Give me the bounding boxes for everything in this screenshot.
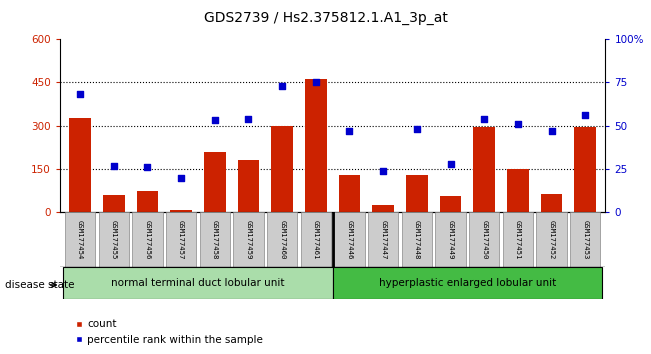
Bar xyxy=(166,212,197,267)
Text: GSM177453: GSM177453 xyxy=(582,220,589,259)
Bar xyxy=(574,127,596,212)
Bar xyxy=(63,267,333,299)
Bar xyxy=(335,212,365,267)
Bar xyxy=(132,212,163,267)
Text: GSM177451: GSM177451 xyxy=(515,220,521,259)
Text: GSM177459: GSM177459 xyxy=(245,220,251,259)
Bar xyxy=(98,212,129,267)
Bar xyxy=(233,212,264,267)
Bar xyxy=(301,212,331,267)
Text: hyperplastic enlarged lobular unit: hyperplastic enlarged lobular unit xyxy=(379,278,556,288)
Bar xyxy=(65,212,95,267)
Bar xyxy=(406,175,428,212)
Text: disease state: disease state xyxy=(5,280,75,290)
Text: normal terminal duct lobular unit: normal terminal duct lobular unit xyxy=(111,278,284,288)
Point xyxy=(411,126,422,132)
Point xyxy=(445,161,456,167)
Text: GSM177457: GSM177457 xyxy=(178,220,184,259)
Bar xyxy=(507,169,529,212)
Point xyxy=(344,128,355,134)
Point xyxy=(243,116,254,121)
Bar xyxy=(536,212,567,267)
Point xyxy=(479,116,490,121)
Bar xyxy=(238,160,259,212)
Text: GSM177455: GSM177455 xyxy=(111,220,117,259)
Text: GSM177460: GSM177460 xyxy=(279,220,285,259)
Bar xyxy=(436,212,465,267)
Point xyxy=(580,113,590,118)
Bar xyxy=(473,127,495,212)
Text: GSM177446: GSM177446 xyxy=(346,220,352,259)
Bar xyxy=(103,195,125,212)
Bar xyxy=(339,175,361,212)
Point xyxy=(176,175,186,181)
Bar xyxy=(333,267,602,299)
Bar xyxy=(402,212,432,267)
Bar xyxy=(204,152,226,212)
Bar xyxy=(305,79,327,212)
Point xyxy=(109,163,119,169)
Point xyxy=(378,168,389,173)
Bar xyxy=(439,196,462,212)
Bar xyxy=(540,194,562,212)
Point xyxy=(277,83,287,88)
Text: GSM177461: GSM177461 xyxy=(313,220,319,259)
Text: GSM177447: GSM177447 xyxy=(380,220,386,259)
Legend: count, percentile rank within the sample: count, percentile rank within the sample xyxy=(70,315,267,349)
Bar xyxy=(137,191,158,212)
Bar xyxy=(267,212,298,267)
Text: GSM177452: GSM177452 xyxy=(549,220,555,259)
Bar xyxy=(200,212,230,267)
Text: GSM177448: GSM177448 xyxy=(414,220,420,259)
Bar xyxy=(372,205,394,212)
Text: GSM177449: GSM177449 xyxy=(447,220,454,259)
Text: GSM177454: GSM177454 xyxy=(77,220,83,259)
Bar xyxy=(170,210,192,212)
Text: GDS2739 / Hs2.375812.1.A1_3p_at: GDS2739 / Hs2.375812.1.A1_3p_at xyxy=(204,11,447,25)
Point xyxy=(142,165,152,170)
Point xyxy=(546,128,557,134)
Bar xyxy=(368,212,398,267)
Bar xyxy=(570,212,600,267)
Text: GSM177450: GSM177450 xyxy=(481,220,487,259)
Bar xyxy=(503,212,533,267)
Bar xyxy=(69,119,91,212)
Point xyxy=(311,80,321,85)
Text: GSM177458: GSM177458 xyxy=(212,220,218,259)
Text: GSM177456: GSM177456 xyxy=(145,220,150,259)
Point xyxy=(75,92,85,97)
Bar xyxy=(469,212,499,267)
Point xyxy=(513,121,523,127)
Bar xyxy=(271,126,293,212)
Point xyxy=(210,118,220,123)
